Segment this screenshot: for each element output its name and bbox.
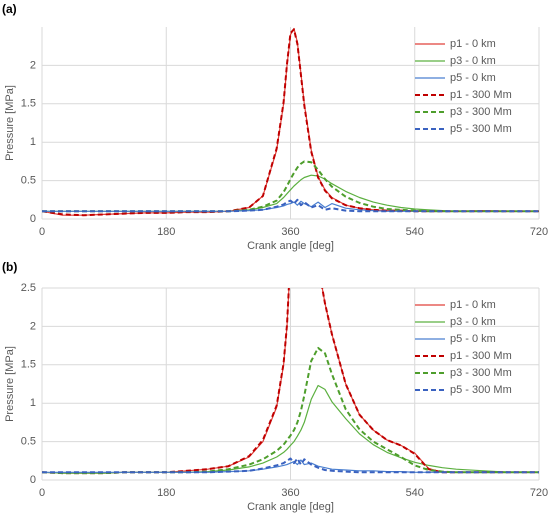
y-tick-label: 2: [30, 59, 36, 71]
panel-label: (b): [2, 260, 17, 274]
x-tick-label: 180: [157, 487, 175, 499]
y-tick-label: 1: [30, 136, 36, 148]
x-axis-title: Crank angle [deg]: [247, 501, 334, 513]
legend-label: p5 - 0 km: [450, 333, 496, 345]
y-tick-label: 0.5: [21, 175, 36, 187]
y-tick-label: 2: [30, 320, 36, 332]
x-tick-label: 540: [406, 226, 424, 238]
x-tick-label: 540: [406, 487, 424, 499]
legend-label: p3 - 0 km: [450, 55, 496, 67]
series-line: [42, 457, 539, 474]
y-axis-title: Pressure [MPa]: [4, 346, 16, 422]
y-axis-title: Pressure [MPa]: [4, 85, 16, 161]
legend-label: p5 - 0 km: [450, 72, 496, 84]
plot-area: [42, 27, 539, 217]
x-tick-label: 720: [530, 226, 548, 238]
legend-label: p1 - 0 km: [450, 38, 496, 50]
x-tick-label: 0: [39, 226, 45, 238]
y-tick-label: 0: [30, 213, 36, 225]
x-tick-label: 0: [39, 487, 45, 499]
panel-label: (a): [2, 2, 17, 16]
x-tick-label: 180: [157, 226, 175, 238]
series-line: [42, 198, 539, 213]
x-tick-label: 360: [281, 226, 299, 238]
legend-label: p1 - 300 Mm: [450, 89, 512, 101]
plot-area: [42, 288, 539, 475]
x-tick-label: 360: [281, 487, 299, 499]
legend-label: p1 - 300 Mm: [450, 350, 512, 362]
legend-label: p3 - 0 km: [450, 316, 496, 328]
legend-label: p5 - 300 Mm: [450, 123, 512, 135]
x-axis-title: Crank angle [deg]: [247, 240, 334, 252]
x-tick-label: 720: [530, 487, 548, 499]
y-tick-label: 0.5: [21, 436, 36, 448]
y-tick-label: 1.5: [21, 98, 36, 110]
legend-label: p5 - 300 Mm: [450, 384, 512, 396]
legend-label: p3 - 300 Mm: [450, 106, 512, 118]
y-tick-label: 1: [30, 397, 36, 409]
legend-label: p3 - 300 Mm: [450, 367, 512, 379]
y-tick-label: 0: [30, 474, 36, 486]
y-tick-label: 2.5: [21, 282, 36, 294]
y-tick-label: 1.5: [21, 359, 36, 371]
legend-label: p1 - 0 km: [450, 299, 496, 311]
